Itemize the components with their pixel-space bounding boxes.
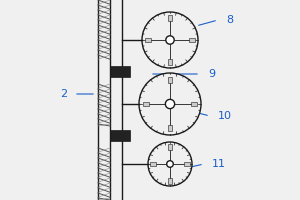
Text: 11: 11 [212,159,226,169]
Circle shape [167,161,173,167]
Bar [150,162,156,166]
Text: 2: 2 [60,89,67,99]
Circle shape [142,12,198,68]
Text: 9: 9 [208,69,215,79]
Bar [168,77,172,83]
Circle shape [165,99,175,109]
Bar [191,102,197,106]
Bar [168,59,172,65]
Bar [110,130,130,140]
Bar [146,38,151,42]
Text: 10: 10 [218,111,232,121]
Text: 8: 8 [226,15,233,25]
Bar [168,125,172,131]
Circle shape [148,142,192,186]
Circle shape [139,73,201,135]
Bar [168,144,172,150]
Bar [143,102,148,106]
Bar [168,15,172,21]
Bar [184,162,190,166]
Bar [189,38,195,42]
Bar [168,178,172,184]
Bar [110,66,130,77]
Circle shape [166,36,174,44]
